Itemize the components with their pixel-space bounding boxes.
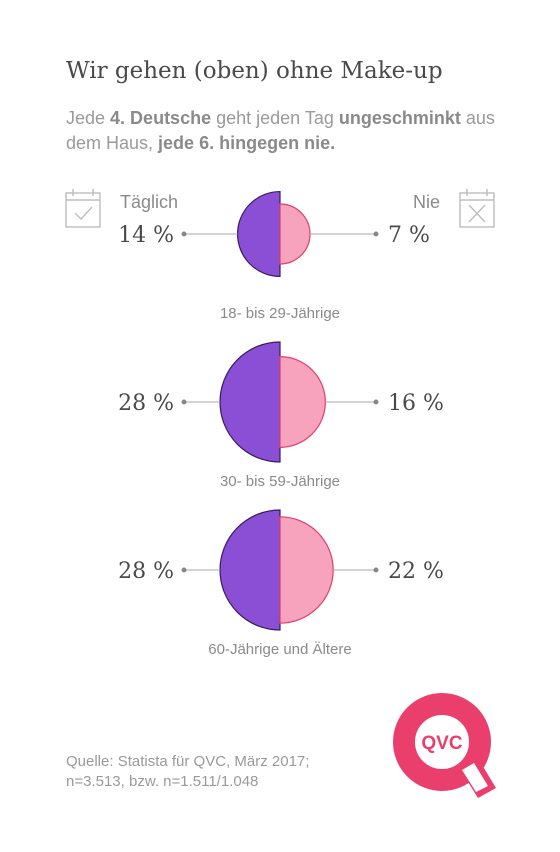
daily-half-circle xyxy=(237,190,281,278)
daily-value-label: 28 % xyxy=(118,559,174,584)
never-leader-dot xyxy=(373,567,379,573)
source-line-1: Quelle: Statista für QVC, März 2017; xyxy=(66,753,310,770)
never-half-circle xyxy=(279,356,326,448)
subtitle-text-1: Jede xyxy=(66,108,111,128)
never-value-label: 22 % xyxy=(388,559,444,584)
chart-subtitle: Jede 4. Deutsche geht jeden Tag ungeschm… xyxy=(66,106,506,156)
never-leader-dot xyxy=(373,231,379,237)
category-label: 18- bis 29-Jährige xyxy=(220,305,340,322)
source-note: Quelle: Statista für QVC, März 2017; n=3… xyxy=(66,752,309,792)
never-leader-dot xyxy=(373,399,379,405)
logo-text: QVC xyxy=(421,733,462,754)
never-half-circle xyxy=(279,203,311,265)
calendar-cross-icon xyxy=(459,189,495,228)
subtitle-bold-1: 4. Deutsche xyxy=(110,108,212,128)
daily-value-label: 28 % xyxy=(118,391,174,416)
daily-leader-dot xyxy=(181,567,187,573)
chart-title: Wir gehen (oben) ohne Make-up xyxy=(66,58,443,84)
legend-never-label: Nie xyxy=(413,192,440,212)
calendar-check-icon xyxy=(65,189,101,228)
daily-leader-dot xyxy=(181,231,187,237)
subtitle-bold-3: jede 6. hingegen nie. xyxy=(158,133,336,153)
never-value-label: 7 % xyxy=(388,223,430,248)
daily-half-circle xyxy=(219,509,281,631)
source-line-2: n=3.513, bzw. n=1.511/1.048 xyxy=(66,773,259,790)
subtitle-bold-2: ungeschminkt xyxy=(338,108,461,128)
legend-daily-label: Täglich xyxy=(120,192,178,212)
daily-value-label: 14 % xyxy=(118,223,174,248)
daily-leader-dot xyxy=(181,399,187,405)
subtitle-text-2: geht jeden Tag xyxy=(211,108,339,128)
daily-half-circle xyxy=(219,341,281,463)
half-circle-chart: Täglich Nie 14 % 7 % 18- bis 29-Jährige 28 … xyxy=(65,189,495,658)
qvc-logo: QVC xyxy=(393,693,496,798)
category-label: 30- bis 59-Jährige xyxy=(220,473,340,490)
subtitle-text-3: aus dem Haus, xyxy=(66,108,495,153)
never-half-circle xyxy=(279,516,334,624)
never-value-label: 16 % xyxy=(388,391,444,416)
category-label: 60-Jährige und Ältere xyxy=(208,641,351,658)
